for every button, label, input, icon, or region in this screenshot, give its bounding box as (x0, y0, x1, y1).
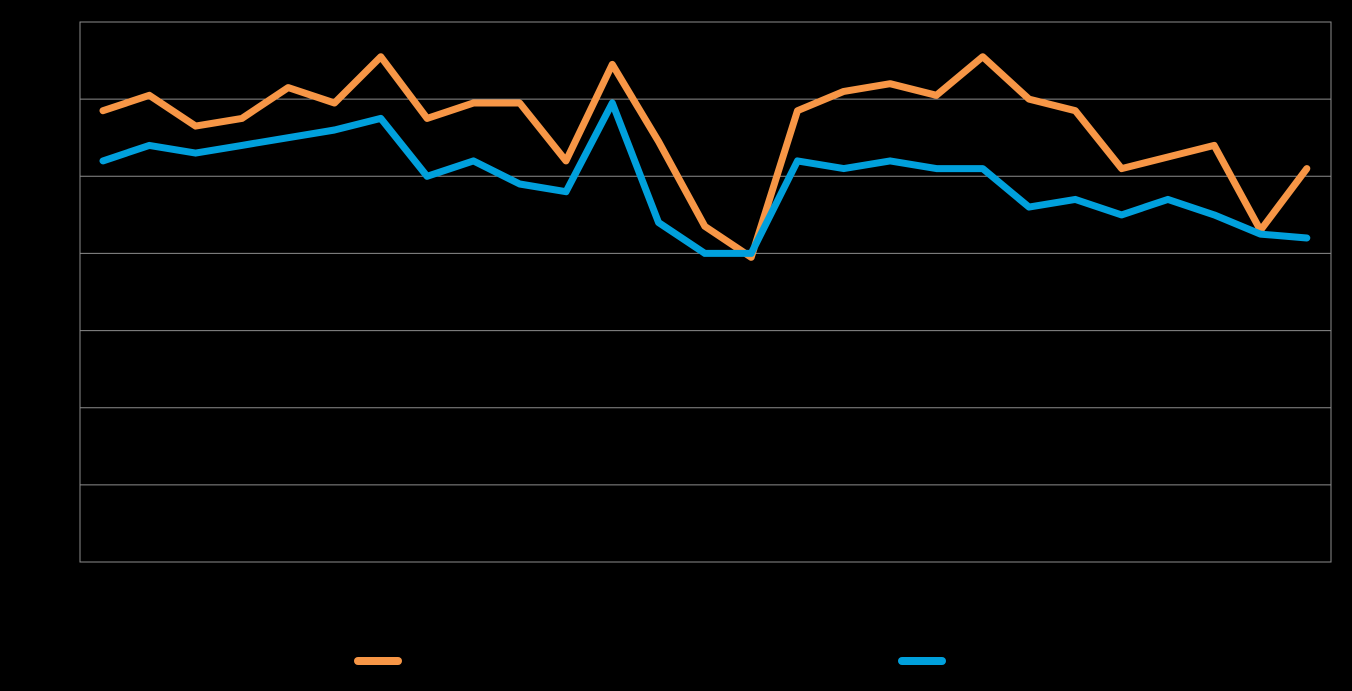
grid-layer (79, 21, 1332, 563)
series-line-2 (99, 99, 1311, 257)
series-layer (99, 53, 1311, 261)
series-line-1 (99, 53, 1311, 261)
plot-frame (79, 21, 1332, 563)
